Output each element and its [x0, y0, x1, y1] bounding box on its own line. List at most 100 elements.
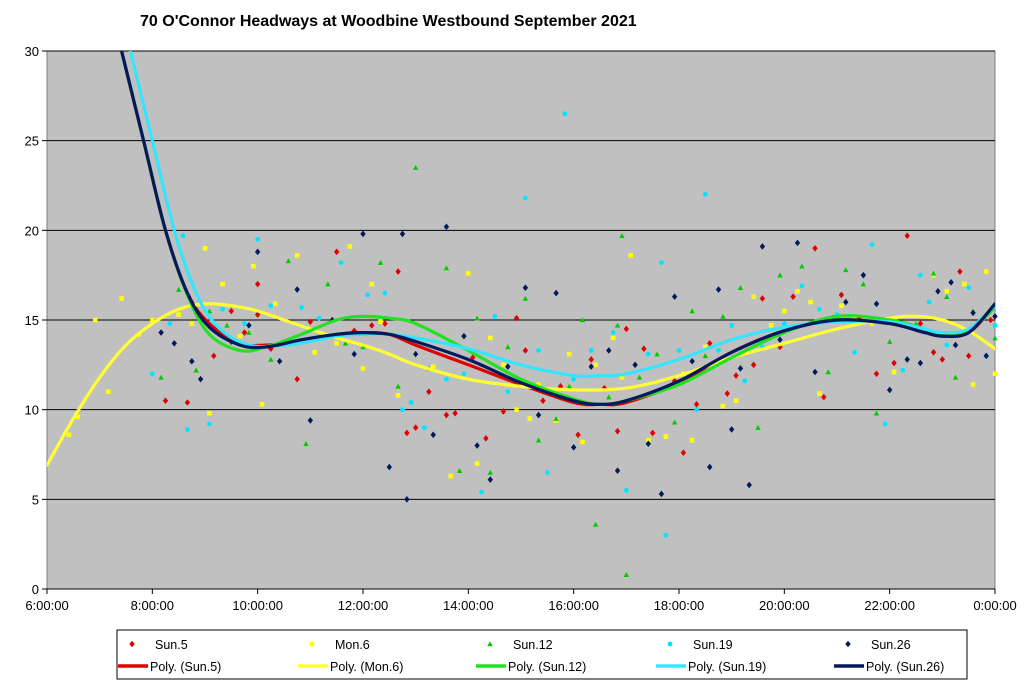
data-point [575, 431, 581, 439]
data-point [619, 375, 625, 380]
data-point [149, 371, 155, 377]
data-point [505, 389, 511, 395]
y-axis-ticks: 0 5 10 15 20 25 30 [25, 44, 47, 597]
data-point [254, 280, 261, 288]
data-point [483, 435, 489, 442]
data-point [623, 487, 629, 493]
data-point [395, 268, 401, 275]
data-point [694, 407, 699, 413]
data-point [904, 356, 910, 363]
data-point [342, 340, 349, 346]
data-point [430, 431, 436, 439]
y-tick-label: 0 [32, 582, 39, 597]
data-point [207, 410, 212, 416]
y-tick-label: 20 [25, 223, 39, 238]
data-point [992, 322, 998, 328]
data-point [720, 313, 726, 319]
data-point [720, 403, 726, 409]
data-point [588, 348, 594, 353]
data-point [254, 248, 261, 256]
data-point [614, 427, 621, 435]
data-point [645, 437, 651, 443]
data-point [952, 374, 959, 380]
data-point [474, 442, 480, 449]
x-tick-label: 8:00:00 [131, 598, 174, 613]
data-point [751, 294, 756, 299]
data-point [461, 332, 467, 340]
data-point [645, 351, 651, 357]
data-point [505, 363, 511, 370]
data-point [364, 292, 370, 298]
data-point [588, 356, 594, 363]
legend-label: Sun.12 [513, 638, 553, 652]
data-point [759, 243, 766, 250]
data-point [983, 352, 989, 360]
data-point [443, 376, 449, 382]
data-point [412, 164, 419, 170]
data-point [821, 393, 827, 401]
data-point [246, 322, 252, 329]
data-point [588, 363, 594, 370]
data-point [987, 316, 994, 324]
data-point [716, 348, 721, 353]
x-tick-label: 14:00:00 [443, 598, 494, 613]
data-point [514, 407, 519, 412]
data-point [886, 338, 893, 344]
data-point [733, 398, 739, 403]
data-point [316, 315, 322, 321]
data-point [448, 473, 454, 479]
data-point [378, 319, 383, 325]
data-point [707, 463, 713, 471]
data-point [882, 421, 888, 427]
series-sun-19 [149, 111, 998, 538]
legend-marker [845, 640, 851, 648]
data-point [259, 401, 265, 407]
data-point [641, 345, 647, 352]
data-point [707, 340, 713, 347]
trendline-poly-sun-12 [120, 51, 995, 406]
data-point [474, 461, 480, 466]
data-point [817, 391, 822, 396]
data-point [184, 399, 191, 406]
data-point [171, 340, 177, 347]
data-point [167, 321, 173, 326]
data-point [377, 259, 384, 265]
data-point [808, 299, 813, 305]
data-point [404, 496, 410, 503]
data-point [930, 270, 937, 276]
data-point [400, 407, 405, 413]
data-point [303, 441, 309, 447]
legend-marker [667, 641, 673, 647]
data-point [562, 111, 568, 117]
legend-marker [487, 641, 493, 647]
data-point [952, 341, 959, 349]
data-point [623, 571, 630, 577]
data-point [904, 232, 910, 240]
data-point [487, 335, 493, 341]
y-tick-label: 10 [25, 403, 39, 418]
data-point [737, 285, 744, 291]
data-point [580, 439, 585, 445]
data-point [505, 344, 511, 350]
data-point [970, 382, 976, 387]
y-tick-label: 15 [25, 313, 39, 328]
data-point [935, 288, 941, 295]
data-point [676, 348, 682, 353]
data-point [817, 306, 822, 312]
data-point [422, 425, 427, 430]
data-point [654, 351, 660, 357]
trendline-poly-sun-26 [120, 51, 995, 406]
data-point [242, 321, 247, 326]
y-tick-label: 25 [25, 134, 39, 149]
data-point [781, 321, 787, 326]
data-point [917, 359, 924, 367]
data-point [750, 361, 757, 369]
data-point [246, 329, 252, 335]
data-point [312, 349, 318, 355]
data-point [961, 281, 967, 287]
data-point [737, 365, 744, 372]
data-point [241, 329, 248, 336]
data-point [412, 350, 419, 358]
data-point [610, 335, 616, 341]
data-point [939, 356, 946, 363]
